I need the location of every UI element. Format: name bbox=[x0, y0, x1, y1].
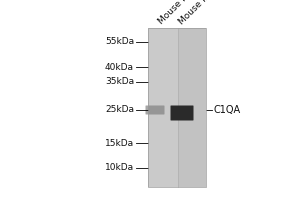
Text: 15kDa: 15kDa bbox=[105, 138, 134, 148]
Bar bbox=[148, 28, 178, 187]
Text: 40kDa: 40kDa bbox=[105, 62, 134, 72]
Text: Mouse lung: Mouse lung bbox=[157, 0, 200, 26]
Bar bbox=[148, 28, 206, 187]
Text: C1QA: C1QA bbox=[214, 105, 241, 115]
Bar bbox=[148, 28, 206, 187]
Text: 55kDa: 55kDa bbox=[105, 38, 134, 46]
Bar bbox=[178, 28, 206, 187]
Text: Mouse liver: Mouse liver bbox=[177, 0, 220, 26]
FancyBboxPatch shape bbox=[146, 106, 164, 114]
Text: 35kDa: 35kDa bbox=[105, 77, 134, 86]
Text: 10kDa: 10kDa bbox=[105, 164, 134, 172]
Text: 25kDa: 25kDa bbox=[105, 106, 134, 114]
FancyBboxPatch shape bbox=[170, 106, 194, 120]
